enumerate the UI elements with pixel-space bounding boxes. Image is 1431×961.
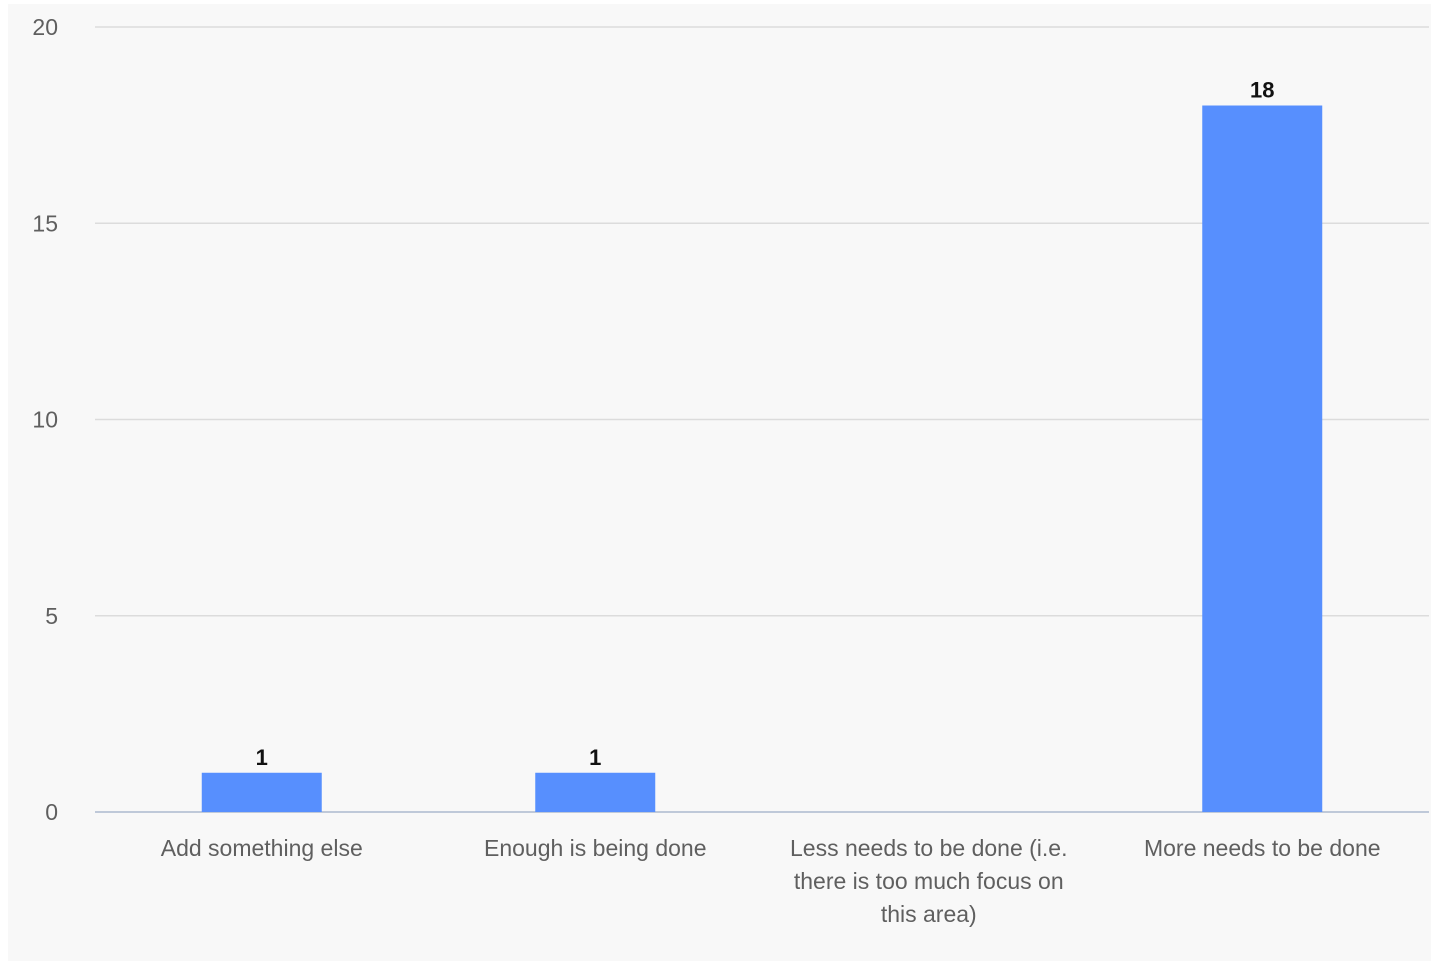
y-tick-label-15: 15 <box>32 210 58 236</box>
bar-2 <box>535 772 656 812</box>
category-label-2: Enough is being done <box>484 835 707 861</box>
y-tick-label-10: 10 <box>32 407 58 433</box>
data-label-4: 18 <box>1250 78 1274 103</box>
category-label-line: Enough is being done <box>484 835 707 861</box>
category-label-line: More needs to be done <box>1144 835 1381 861</box>
y-tick-label-0: 0 <box>45 799 58 825</box>
category-label-line: this area) <box>881 901 977 927</box>
category-label-1: Add something else <box>161 835 363 861</box>
bar-1 <box>201 772 322 812</box>
category-label-line: Less needs to be done (i.e. <box>790 835 1067 861</box>
category-label-4: More needs to be done <box>1144 835 1381 861</box>
y-tick-label-20: 20 <box>32 14 58 40</box>
bar-4 <box>1202 105 1323 812</box>
category-label-line: Add something else <box>161 835 363 861</box>
data-label-1: 1 <box>256 745 268 770</box>
category-label-3: Less needs to be done (i.e. there is too … <box>790 835 1067 927</box>
data-label-2: 1 <box>589 745 601 770</box>
category-label-line: there is too much focus on <box>794 868 1064 894</box>
y-tick-label-5: 5 <box>45 603 58 629</box>
